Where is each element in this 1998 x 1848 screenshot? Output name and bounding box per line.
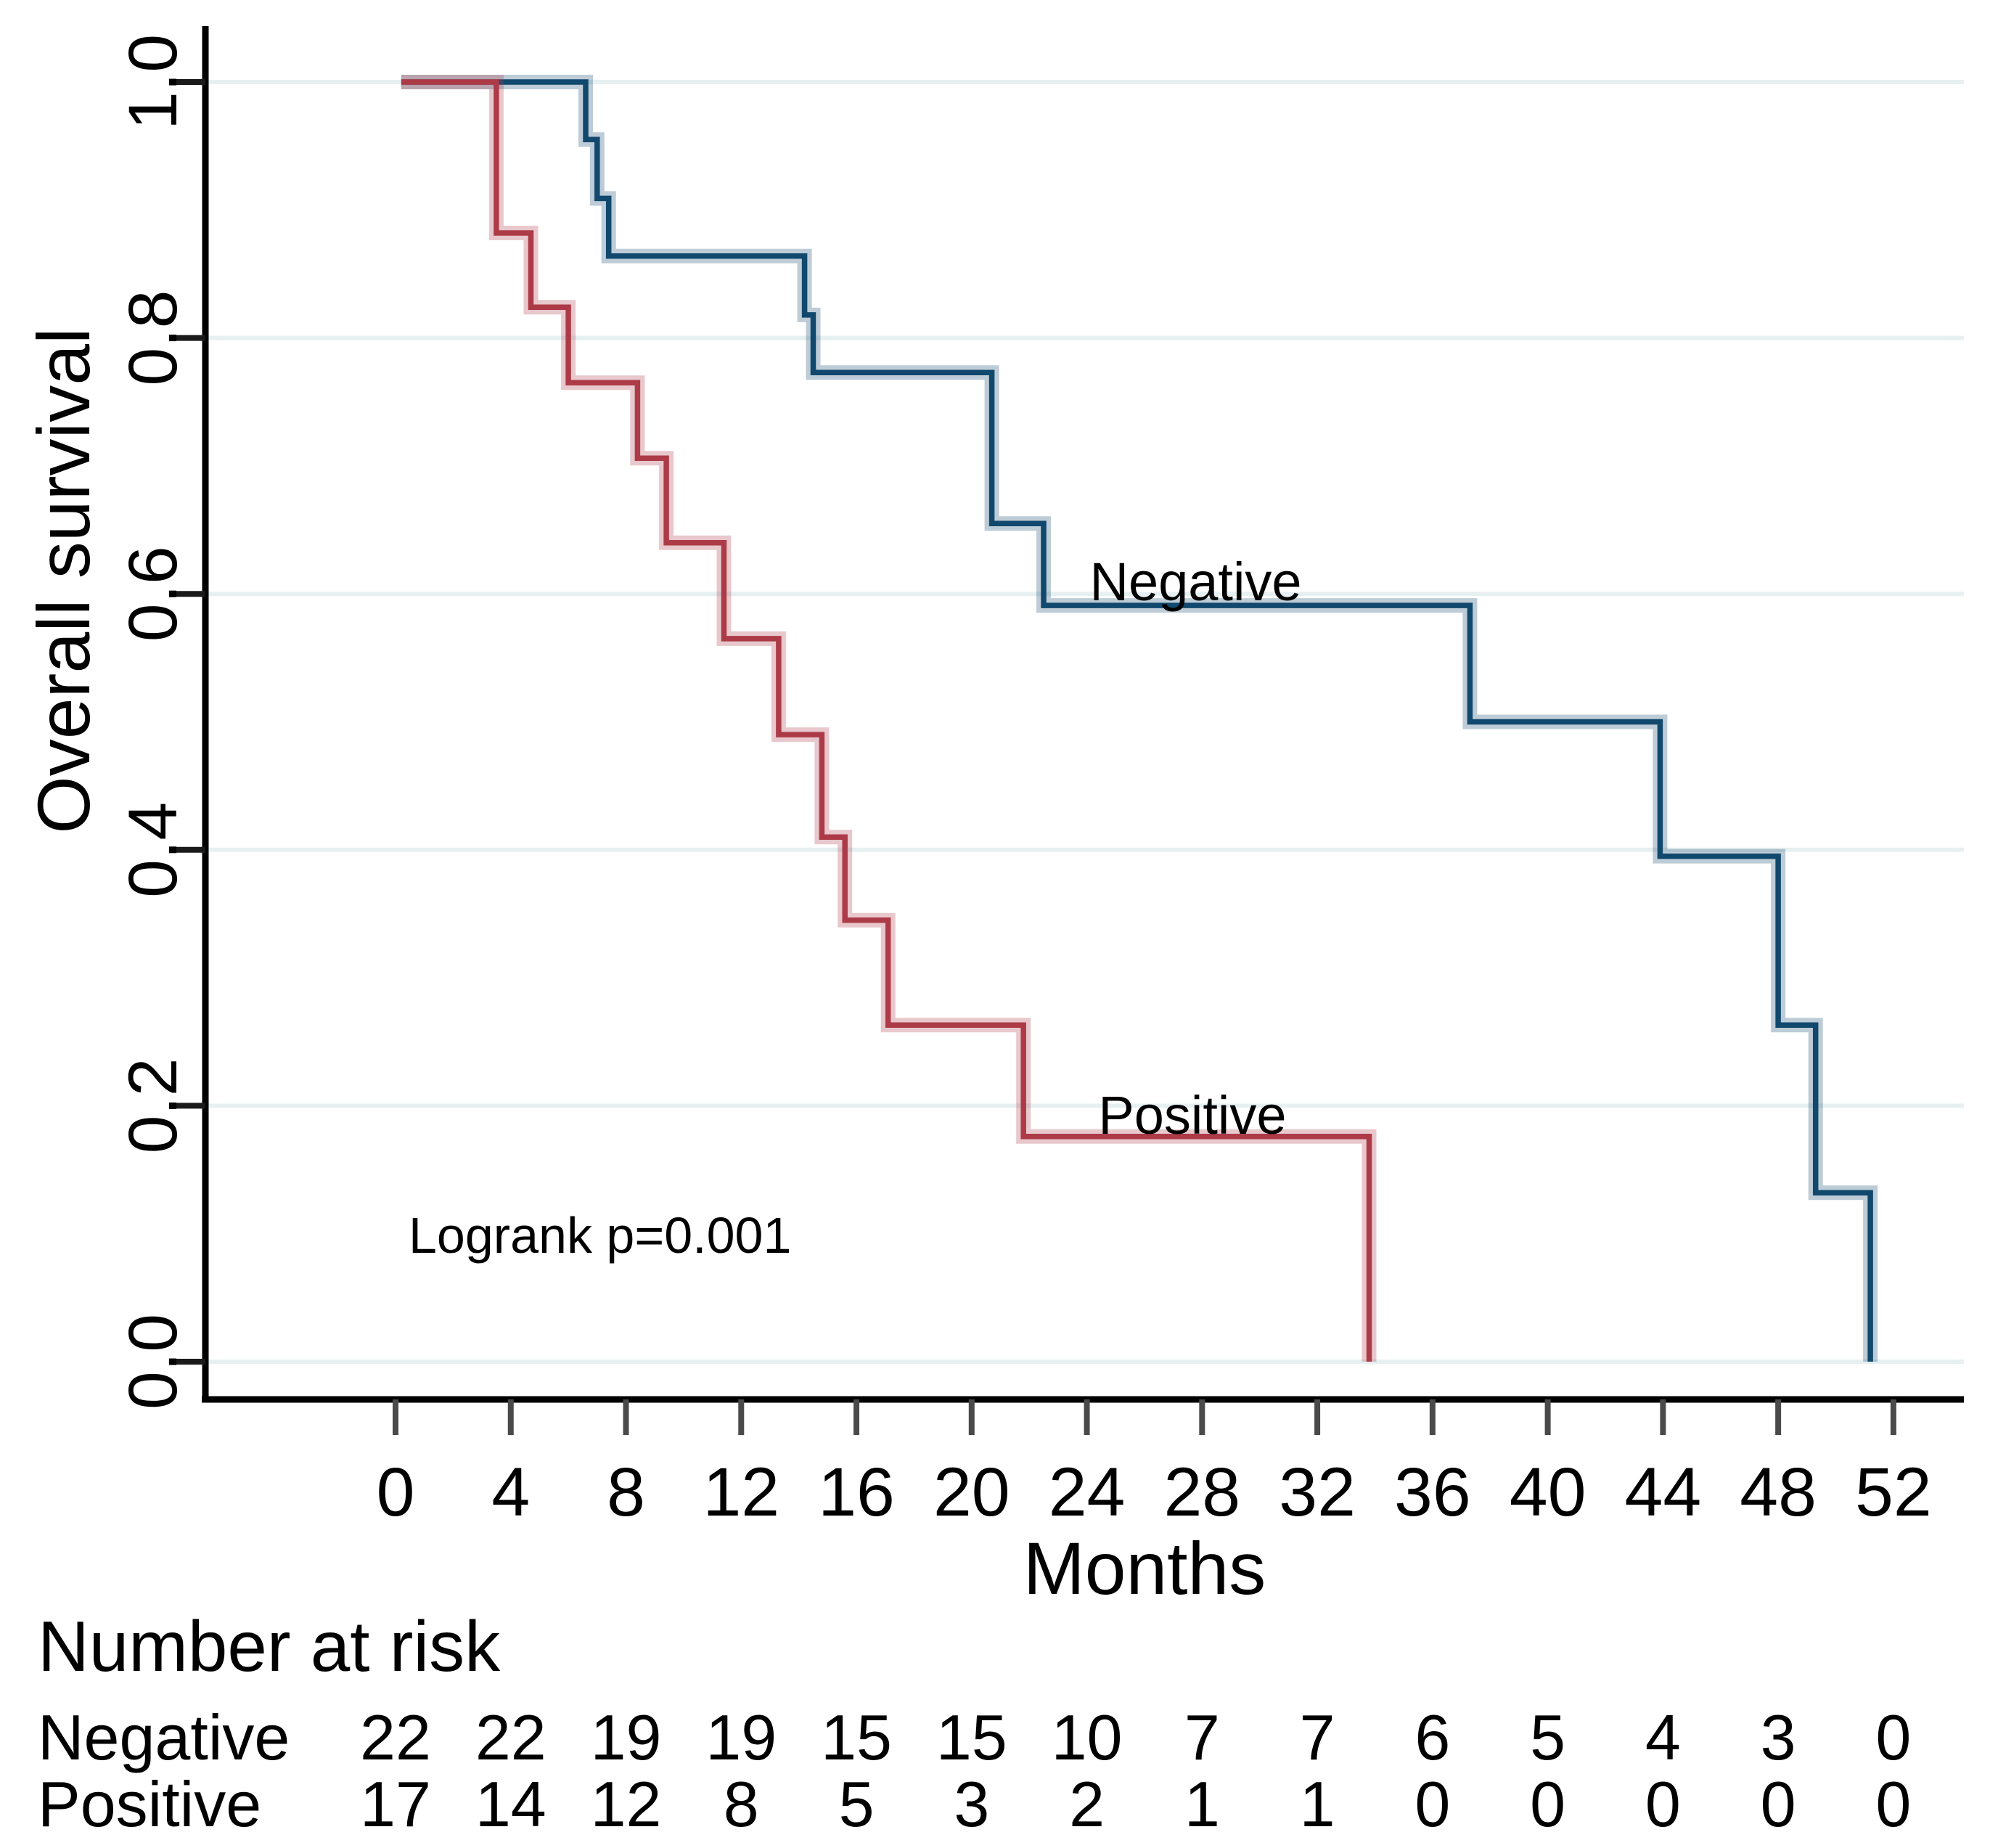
risk-value: 1 — [1184, 1768, 1220, 1840]
gridlines — [208, 80, 1964, 1364]
x-tick-label: 12 — [703, 1454, 779, 1531]
risk-value: 0 — [1875, 1701, 1911, 1773]
risk-value: 4 — [1645, 1701, 1681, 1773]
risk-table-title: Number at risk — [38, 1606, 501, 1686]
y-axis-ticks: 1.0 0.8 0.6 0.4 0.2 0.0 — [115, 34, 205, 1410]
risk-value: 2 — [1069, 1768, 1105, 1840]
x-tick-label: 36 — [1394, 1454, 1471, 1531]
risk-table-values: 22 22 19 19 15 15 10 7 7 6 5 4 3 017 14 12 8 5 3 2 1 1 0 0 0 0 0 — [360, 1701, 1911, 1840]
risk-value: 22 — [360, 1701, 431, 1773]
risk-value: 0 — [1414, 1768, 1450, 1840]
x-tick-label: 28 — [1163, 1454, 1240, 1531]
risk-value: 3 — [1761, 1701, 1796, 1773]
risk-value: 1 — [1300, 1768, 1335, 1840]
x-tick-label: 24 — [1049, 1454, 1126, 1531]
y-tick-label: 0.2 — [115, 1058, 192, 1153]
positive-curve — [401, 79, 1372, 1362]
y-tick-label: 0.8 — [115, 290, 192, 386]
y-tick-label: 0.6 — [115, 546, 192, 642]
risk-value: 6 — [1414, 1701, 1450, 1773]
negative-curve-label: Negative — [1090, 552, 1302, 612]
risk-value: 7 — [1184, 1701, 1220, 1773]
risk-value: 22 — [475, 1701, 546, 1773]
risk-value: 10 — [1052, 1701, 1123, 1773]
positive-curve-label: Positive — [1098, 1085, 1286, 1145]
logrank-pvalue-annotation: Logrank p=0.001 — [409, 1207, 791, 1264]
negative-curve — [401, 79, 1873, 1362]
risk-value: 0 — [1530, 1768, 1565, 1840]
risk-value: 0 — [1875, 1768, 1911, 1840]
risk-value: 15 — [936, 1701, 1007, 1773]
risk-value: 7 — [1300, 1701, 1335, 1773]
survival-curves — [401, 75, 1878, 1362]
risk-value: 5 — [1530, 1701, 1565, 1773]
risk-value: 12 — [591, 1768, 662, 1840]
x-tick-label: 32 — [1279, 1454, 1356, 1531]
positive-curve-halo — [401, 75, 1377, 1362]
y-tick-label: 0.0 — [115, 1314, 192, 1410]
x-tick-label: 0 — [377, 1454, 415, 1531]
risk-row-label-positive: Positive — [38, 1768, 261, 1840]
risk-value: 5 — [839, 1768, 875, 1840]
y-tick-label: 1.0 — [115, 34, 192, 130]
x-tick-label: 4 — [491, 1454, 530, 1531]
x-tick-label: 48 — [1740, 1454, 1817, 1531]
risk-value: 14 — [475, 1768, 546, 1840]
risk-value: 0 — [1645, 1768, 1681, 1840]
y-axis-title: Overall survival — [22, 327, 105, 833]
risk-row-label-negative: Negative — [38, 1701, 290, 1773]
x-axis-title: Months — [1023, 1527, 1266, 1610]
x-tick-label: 52 — [1855, 1454, 1932, 1531]
x-tick-label: 40 — [1510, 1454, 1586, 1531]
risk-value: 15 — [821, 1701, 892, 1773]
risk-value: 0 — [1761, 1768, 1796, 1840]
risk-value: 17 — [360, 1768, 431, 1840]
risk-value: 19 — [705, 1701, 777, 1773]
x-tick-label: 8 — [607, 1454, 645, 1531]
axes — [202, 26, 1964, 1403]
risk-value: 3 — [954, 1768, 989, 1840]
x-tick-label: 20 — [933, 1454, 1010, 1531]
risk-value: 19 — [591, 1701, 662, 1773]
x-tick-label: 44 — [1625, 1454, 1702, 1531]
x-axis-ticks: 0 4 8 12 16 20 24 28 32 36 40 44 48 52 — [377, 1399, 1932, 1531]
x-tick-label: 16 — [818, 1454, 895, 1531]
y-tick-label: 0.4 — [115, 802, 192, 898]
risk-value: 8 — [724, 1768, 759, 1840]
risk-table: Number at risk Negative Positive 22 22 19 1… — [38, 1606, 1911, 1840]
